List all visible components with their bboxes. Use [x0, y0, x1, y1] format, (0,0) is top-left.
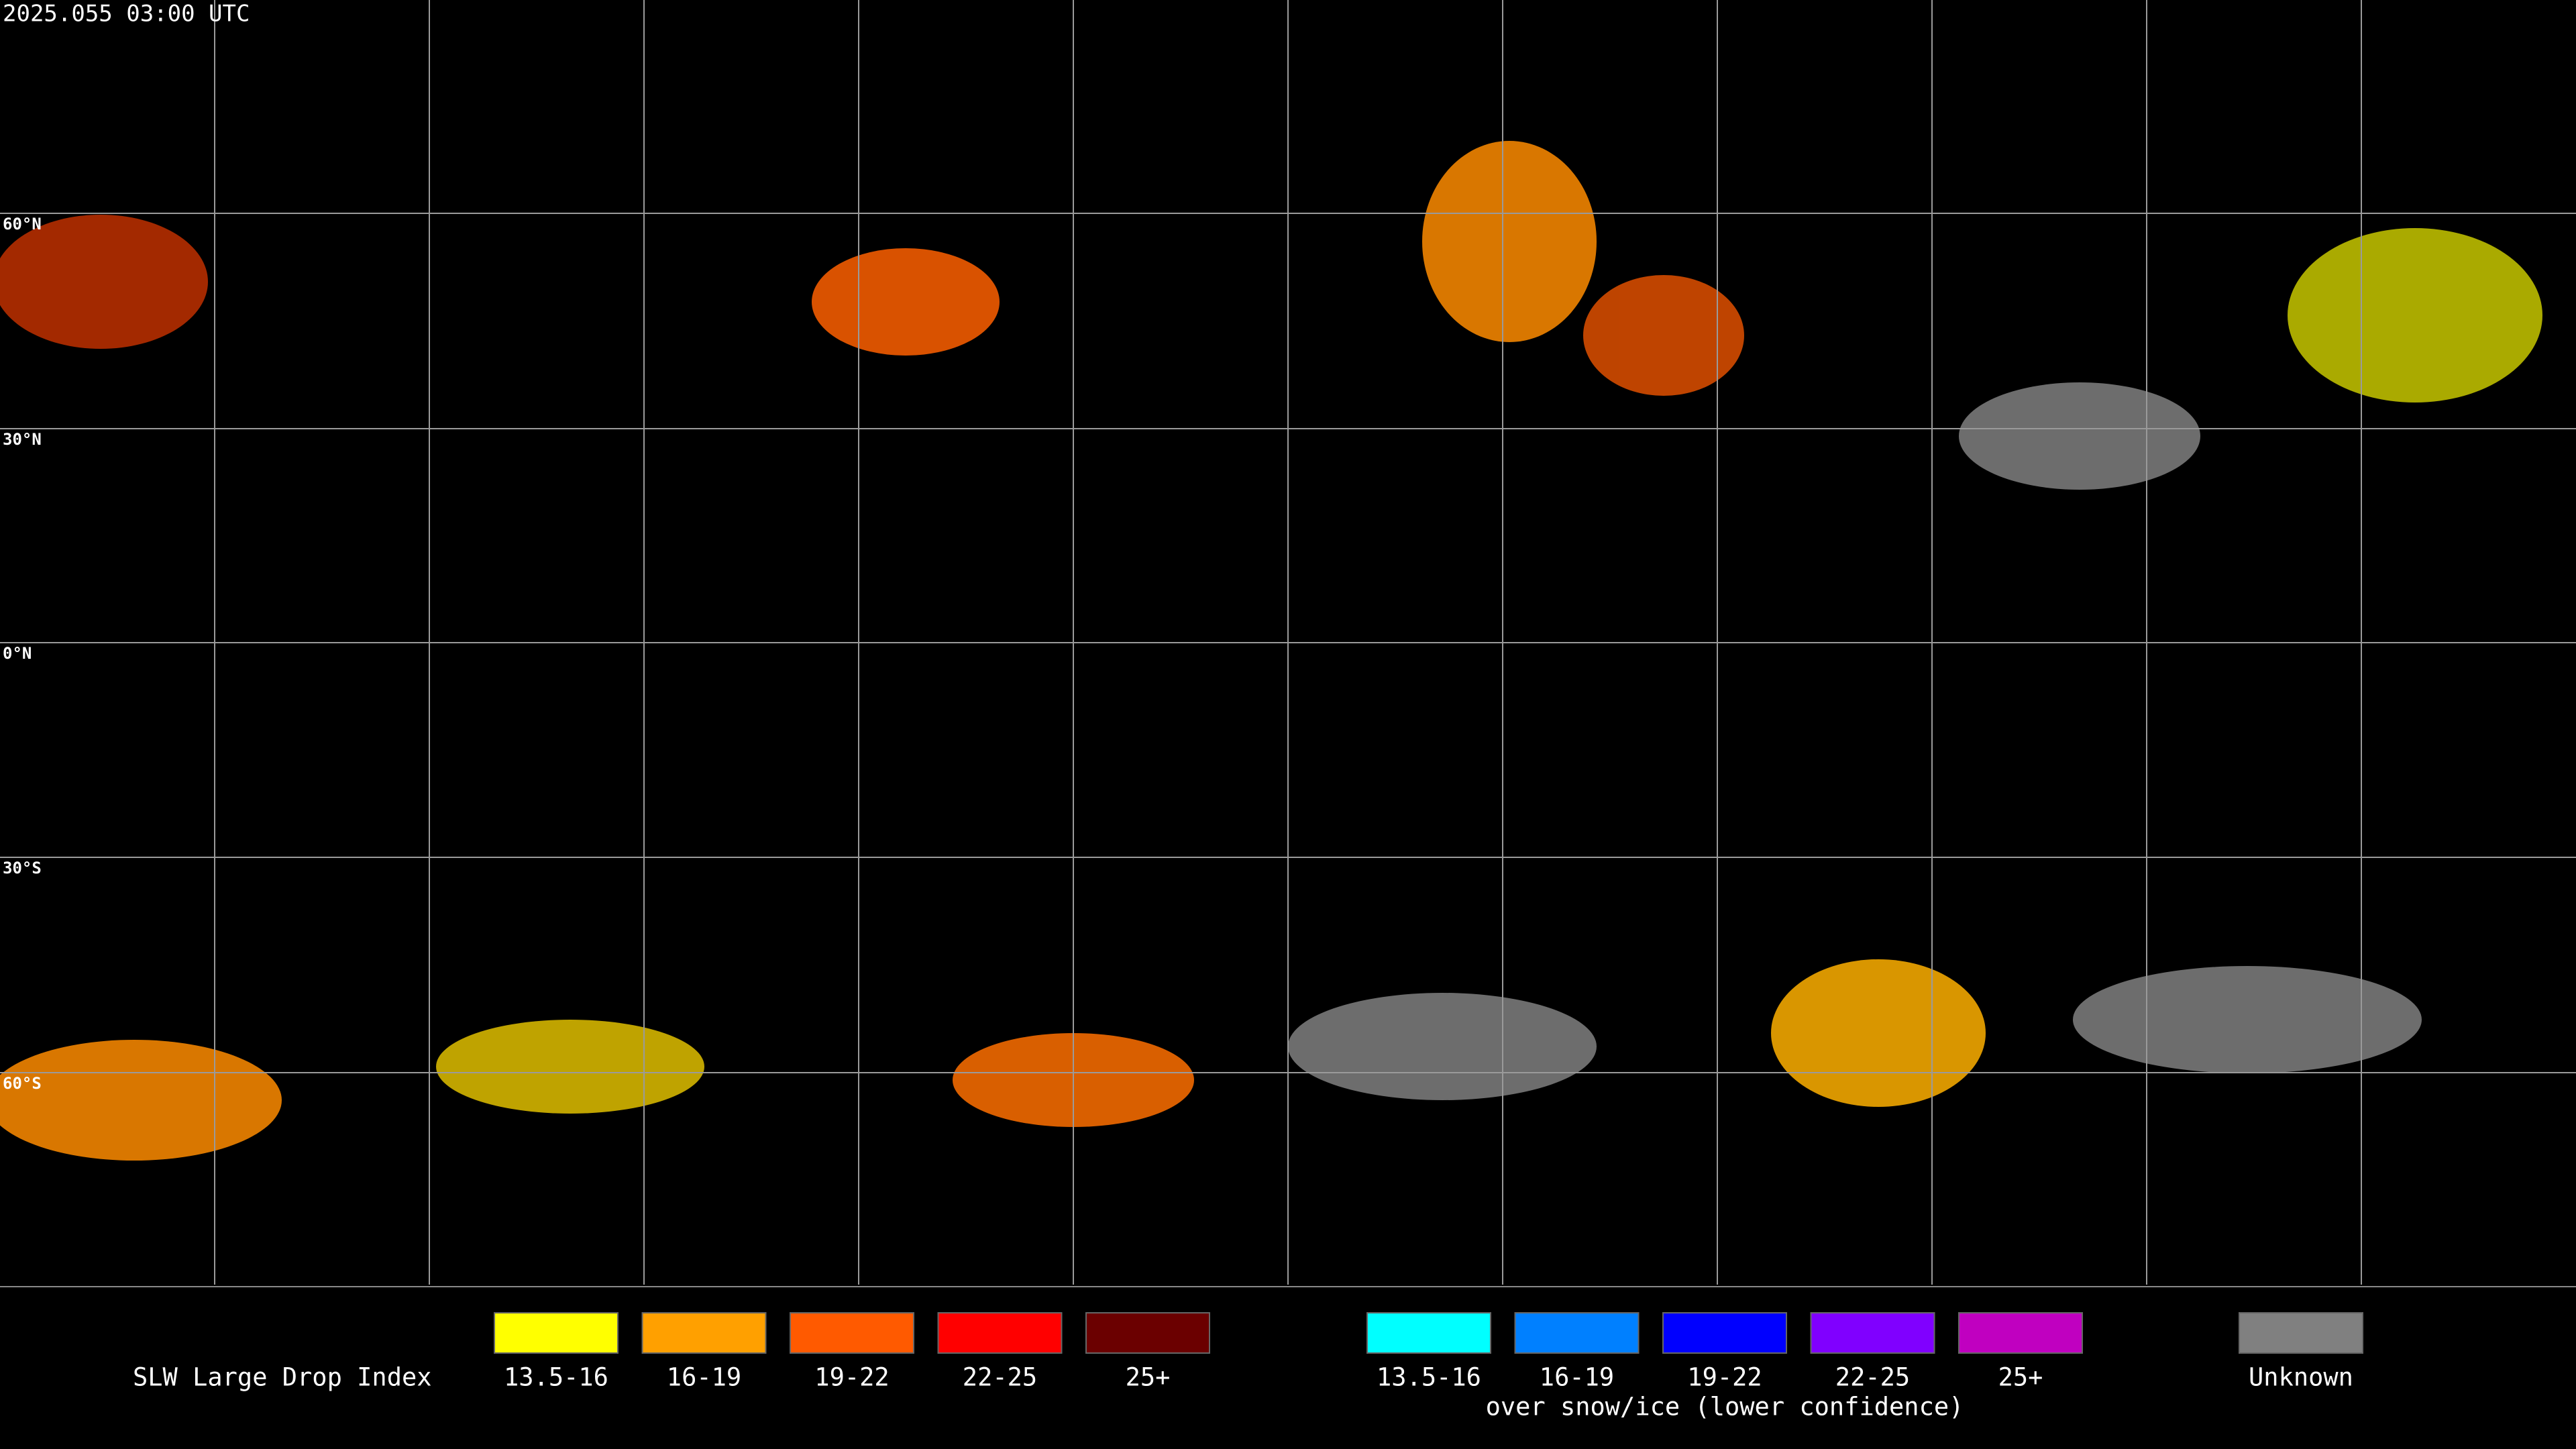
legend-label: 13.5-16: [1377, 1363, 1481, 1392]
cloud-patch: [1771, 959, 1986, 1107]
legend-label: 22-25: [963, 1363, 1037, 1392]
legend-swatch: [1810, 1312, 1935, 1354]
timestamp: 2025.055 03:00 UTC: [3, 1, 250, 28]
cloud-patch: [812, 248, 1000, 356]
legend-swatch: [1662, 1312, 1787, 1354]
legend-swatch: [641, 1312, 767, 1354]
cloud-patch: [1288, 993, 1597, 1100]
legend-swatch: [1514, 1312, 1640, 1354]
legend-swatch: [790, 1312, 914, 1354]
legend-label: 22-25: [1835, 1363, 1910, 1392]
legend-caption: over snow/ice (lower confidence): [1486, 1393, 1964, 1421]
legend-label: Unknown: [2249, 1363, 2353, 1392]
latitude-label: 0°N: [3, 644, 32, 663]
legend-swatch: [1085, 1312, 1210, 1354]
legend: 13.5-16 16-19 19-22 22-25 25+ 13.5-16 16-19 19-…: [494, 1312, 2363, 1421]
legend-label: 25+: [1998, 1363, 2043, 1392]
legend-label: 19-22: [1687, 1363, 1762, 1392]
cloud-patch: [1959, 382, 2200, 490]
legend-label: 16-19: [667, 1363, 741, 1392]
legend-label: 13.5-16: [504, 1363, 608, 1392]
legend-label: 16-19: [1540, 1363, 1614, 1392]
legend-swatch: [1366, 1312, 1491, 1354]
legend-swatch: [494, 1312, 619, 1354]
cloud-patch: [0, 215, 208, 349]
legend-label: 19-22: [814, 1363, 889, 1392]
legend-label: 25+: [1126, 1363, 1171, 1392]
cloud-patch: [0, 1040, 282, 1161]
graticule: 60°N 30°N 0°N 30°S 60°S: [0, 0, 2576, 1285]
legend-swatch: [1958, 1312, 2083, 1354]
cloud-patch: [2288, 228, 2542, 402]
latitude-label: 30°N: [3, 430, 42, 449]
cloud-patch: [2073, 966, 2422, 1073]
cloud-patch: [436, 1020, 704, 1114]
cloud-patch: [1583, 275, 1744, 396]
legend-swatch: [2239, 1312, 2363, 1354]
legend-swatch: [937, 1312, 1063, 1354]
latitude-label: 60°N: [3, 215, 42, 233]
legend-title: SLW Large Drop Index: [133, 1363, 432, 1392]
latitude-label: 60°S: [3, 1074, 42, 1093]
cloud-patch: [1422, 141, 1597, 342]
latitude-label: 30°S: [3, 859, 42, 877]
